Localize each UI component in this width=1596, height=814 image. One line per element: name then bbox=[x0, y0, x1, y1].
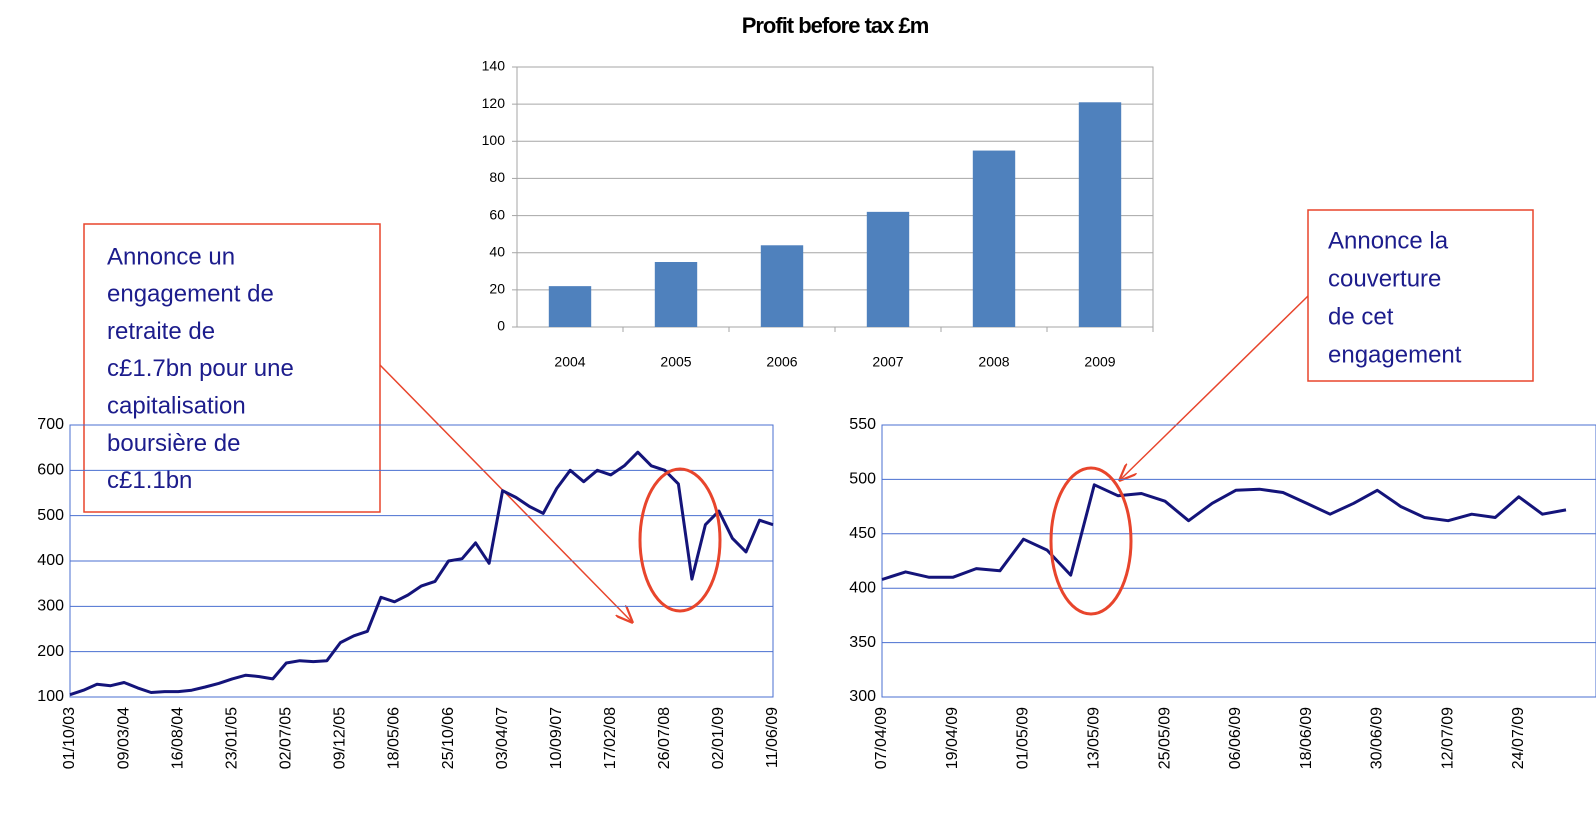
y-tick-label: 300 bbox=[37, 598, 64, 615]
annotation-text: couverture bbox=[1328, 265, 1441, 292]
annotation-text: Annonce un bbox=[107, 243, 235, 270]
y-tick-label: 700 bbox=[37, 416, 64, 433]
x-tick-label: 02/01/09 bbox=[710, 707, 727, 769]
x-tick-label: 09/12/05 bbox=[332, 707, 349, 769]
x-tick-label: 2006 bbox=[766, 354, 797, 370]
y-tick-label: 40 bbox=[489, 243, 505, 259]
y-tick-label: 500 bbox=[37, 507, 64, 524]
y-tick-label: 500 bbox=[849, 471, 876, 488]
y-tick-label: 400 bbox=[37, 552, 64, 569]
highlight-ellipse bbox=[638, 467, 722, 613]
annotation-text: engagement de bbox=[107, 281, 274, 308]
bar bbox=[866, 211, 910, 327]
x-tick-label: 30/06/09 bbox=[1369, 707, 1386, 769]
bar bbox=[760, 245, 804, 327]
x-tick-label: 2005 bbox=[660, 354, 691, 370]
plot-border bbox=[881, 424, 1596, 698]
x-tick-label: 18/06/09 bbox=[1298, 707, 1315, 769]
annotation-text: retraite de bbox=[107, 318, 215, 345]
chart-title: Profit before tax £m bbox=[742, 13, 929, 38]
annotation-text: de cet bbox=[1328, 303, 1394, 330]
x-tick-label: 12/07/09 bbox=[1439, 707, 1456, 769]
y-tick-label: 20 bbox=[489, 281, 505, 297]
x-tick-label: 01/05/09 bbox=[1015, 707, 1032, 769]
plot-border bbox=[69, 424, 774, 698]
y-tick-label: 200 bbox=[37, 643, 64, 660]
x-tick-label: 18/05/06 bbox=[386, 707, 403, 769]
y-tick-label: 550 bbox=[849, 416, 876, 433]
x-tick-label: 09/03/04 bbox=[115, 707, 132, 769]
x-tick-label: 2004 bbox=[554, 354, 585, 370]
x-tick-label: 10/09/07 bbox=[548, 707, 565, 769]
bar bbox=[972, 150, 1016, 327]
arrow bbox=[1120, 295, 1309, 480]
y-tick-label: 600 bbox=[37, 462, 64, 479]
y-tick-label: 140 bbox=[482, 58, 506, 74]
x-tick-label: 03/04/07 bbox=[494, 707, 511, 769]
y-tick-label: 100 bbox=[37, 688, 64, 705]
x-tick-label: 13/05/09 bbox=[1085, 707, 1102, 769]
annotation-text: Annonce la bbox=[1328, 227, 1449, 254]
x-tick-label: 19/04/09 bbox=[944, 707, 961, 769]
y-tick-label: 60 bbox=[489, 206, 505, 222]
annotation-text: capitalisation bbox=[107, 393, 246, 420]
highlight-ellipse bbox=[1049, 466, 1133, 616]
line bbox=[881, 483, 1567, 581]
annotation-text: boursière de bbox=[107, 430, 240, 457]
y-tick-label: 350 bbox=[849, 634, 876, 651]
x-tick-label: 2007 bbox=[872, 354, 903, 370]
x-tick-label: 24/07/09 bbox=[1510, 707, 1527, 769]
y-tick-label: 450 bbox=[849, 525, 876, 542]
annotation-text: engagement bbox=[1328, 341, 1462, 368]
line bbox=[69, 450, 774, 697]
annotation-text: c£1.7bn pour une bbox=[107, 355, 294, 382]
annotation-box bbox=[1307, 209, 1534, 382]
bar bbox=[1078, 102, 1122, 328]
x-tick-label: 17/02/08 bbox=[602, 707, 619, 769]
y-tick-label: 400 bbox=[849, 579, 876, 596]
x-tick-label: 16/08/04 bbox=[169, 707, 186, 769]
x-tick-label: 06/06/09 bbox=[1227, 707, 1244, 769]
x-tick-label: 01/10/03 bbox=[61, 707, 78, 769]
x-tick-label: 23/01/05 bbox=[223, 707, 240, 769]
x-tick-label: 2008 bbox=[978, 354, 1009, 370]
y-tick-label: 0 bbox=[497, 318, 505, 334]
y-tick-label: 80 bbox=[489, 169, 505, 185]
plot-border bbox=[516, 66, 1154, 328]
bar bbox=[548, 286, 592, 327]
bar bbox=[654, 262, 698, 327]
x-tick-label: 25/05/09 bbox=[1156, 707, 1173, 769]
annotation-text: c£1.1bn bbox=[107, 467, 192, 494]
x-tick-label: 02/07/05 bbox=[278, 707, 295, 769]
y-tick-label: 120 bbox=[482, 95, 506, 111]
y-tick-label: 100 bbox=[482, 132, 506, 148]
y-tick-label: 300 bbox=[849, 688, 876, 705]
x-tick-label: 07/04/09 bbox=[873, 707, 890, 769]
annotation-box bbox=[83, 223, 381, 513]
x-tick-label: 25/10/06 bbox=[440, 707, 457, 769]
x-tick-label: 26/07/08 bbox=[656, 707, 673, 769]
x-tick-label: 11/06/09 bbox=[764, 707, 781, 768]
x-tick-label: 2009 bbox=[1084, 354, 1115, 370]
